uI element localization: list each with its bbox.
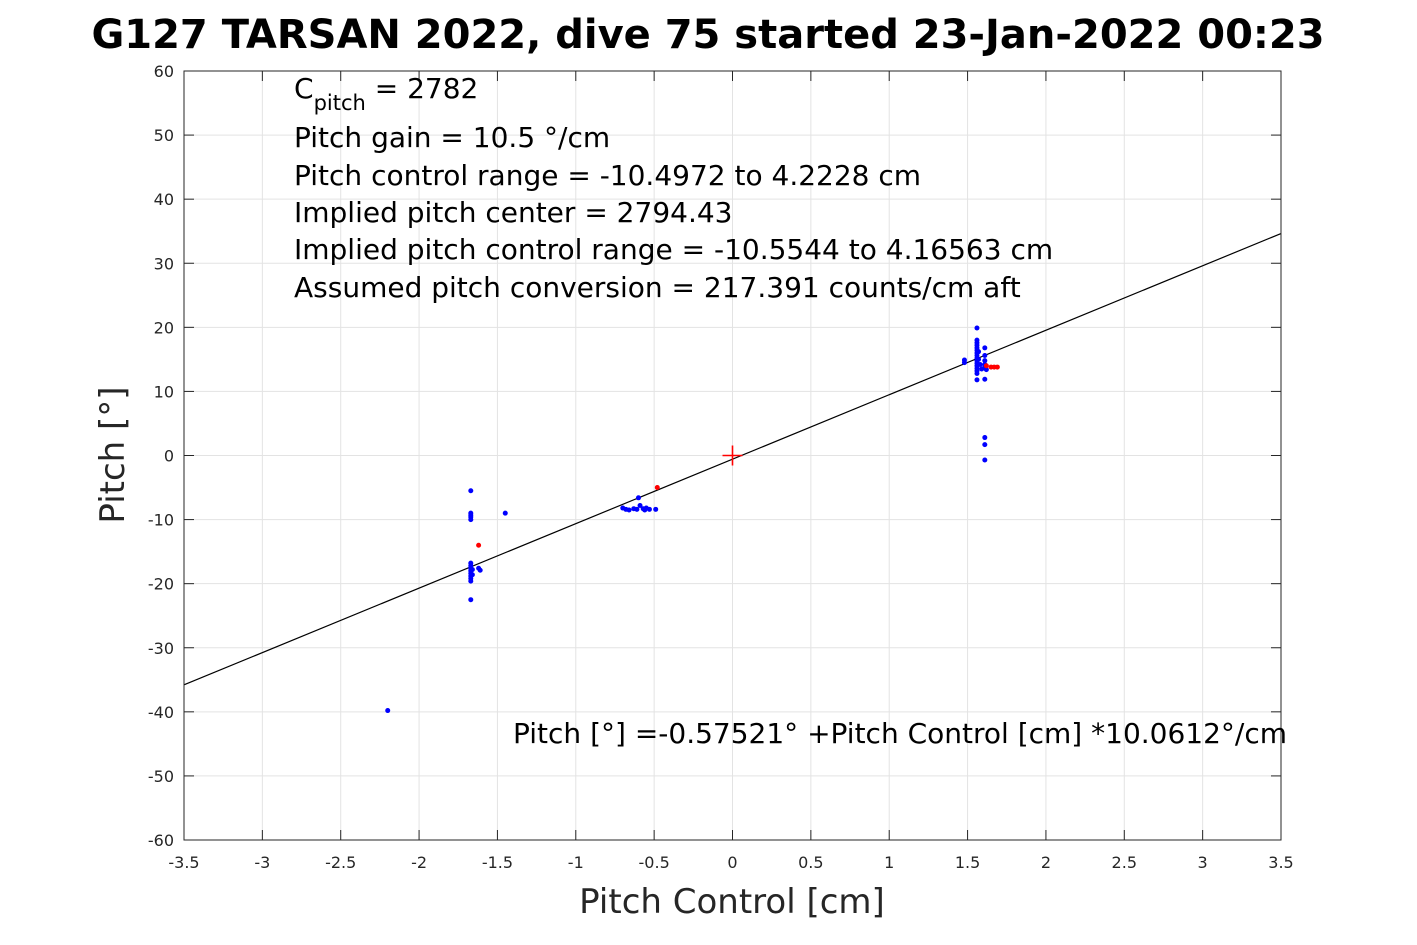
y-tick-label: 10: [154, 382, 174, 401]
data-point-blue: [637, 502, 643, 508]
data-point-blue: [982, 353, 988, 359]
pitch-gain-annotation: Pitch gain = 10.5 °/cm: [294, 121, 610, 154]
data-point-blue: [982, 376, 988, 382]
data-point-blue: [974, 337, 980, 343]
fit-equation-annotation: Pitch [°] =-0.57521° +Pitch Control [cm]…: [513, 717, 1287, 750]
x-axis-label: Pitch Control [cm]: [579, 882, 885, 922]
data-point-blue: [982, 442, 988, 448]
data-point-blue: [982, 435, 988, 441]
x-tick-label: 1.5: [955, 853, 980, 872]
data-point-blue: [976, 356, 982, 362]
c-pitch-value: = 2782: [366, 72, 479, 105]
data-point-blue: [468, 517, 474, 523]
data-point-red: [654, 485, 660, 491]
x-tick-label: 0.5: [798, 853, 823, 872]
data-point-red: [476, 542, 482, 548]
data-point-blue: [634, 506, 640, 512]
data-point-red: [994, 364, 1000, 370]
x-axis-ticks: -3.5 -3 -2.5 -2 -1.5 -1 -0.5 0 0.5 1 1.5 2 2.5 3 3.5: [168, 71, 1294, 872]
x-tick-label: 2.5: [1112, 853, 1137, 872]
y-tick-label: -20: [148, 575, 174, 594]
data-point-red: [983, 363, 989, 369]
data-point-blue: [977, 362, 983, 368]
pitch-conversion-annotation: Assumed pitch conversion = 217.391 count…: [294, 271, 1021, 304]
implied-pitch-center-annotation: Implied pitch center = 2794.43: [294, 196, 732, 229]
y-tick-label: -40: [148, 703, 174, 722]
y-tick-label: 30: [154, 254, 174, 273]
c-pitch-annotation: Cpitch = 2782: [294, 72, 478, 115]
x-tick-label: -1: [568, 853, 584, 872]
data-point-blue: [976, 349, 982, 355]
y-tick-label: 40: [154, 190, 174, 209]
x-tick-label: -3.5: [168, 853, 199, 872]
x-tick-label: 3.5: [1268, 853, 1293, 872]
y-tick-label: -60: [148, 831, 174, 850]
annotation-block: Cpitch = 2782 Pitch gain = 10.5 °/cm Pit…: [294, 72, 1287, 750]
data-point-blue: [626, 507, 632, 513]
data-point-blue: [974, 377, 980, 383]
data-point-blue: [468, 597, 474, 603]
x-tick-label: -0.5: [639, 853, 670, 872]
pitch-control-range-annotation: Pitch control range = -10.4972 to 4.2228…: [294, 159, 921, 192]
y-tick-label: -10: [148, 511, 174, 530]
chart-title: G127 TARSAN 2022, dive 75 started 23-Jan…: [91, 12, 1324, 58]
x-tick-label: 3: [1198, 853, 1208, 872]
data-point-blue: [974, 325, 980, 331]
y-tick-label: 50: [154, 126, 174, 145]
data-point-blue: [385, 708, 391, 714]
x-tick-label: -2: [411, 853, 427, 872]
data-point-blue: [469, 567, 475, 573]
x-tick-label: 1: [884, 853, 894, 872]
data-point-blue: [469, 572, 475, 578]
data-points: [385, 325, 1000, 714]
c-pitch-base: C: [294, 72, 314, 105]
x-tick-label: -1.5: [482, 853, 513, 872]
x-tick-label: 2: [1041, 853, 1051, 872]
c-pitch-subscript: pitch: [314, 91, 366, 115]
x-tick-label: -3: [254, 853, 270, 872]
data-point-blue: [982, 457, 988, 463]
data-point-blue: [502, 510, 508, 516]
data-point-blue: [646, 506, 652, 512]
y-axis-label: Pitch [°]: [93, 386, 133, 523]
data-point-blue: [982, 345, 988, 351]
y-tick-label: -30: [148, 639, 174, 658]
y-tick-label: 20: [154, 318, 174, 337]
data-point-blue: [983, 367, 989, 373]
center-marker-layer: [722, 445, 743, 466]
y-tick-label: 60: [154, 62, 174, 81]
y-axis-ticks: 60 50 40 30 20 10 0 -10 -20 -30 -40 -50 -60: [148, 62, 1281, 850]
y-tick-label: 0: [164, 447, 174, 466]
y-tick-label: -50: [148, 767, 174, 786]
implied-pitch-range-annotation: Implied pitch control range = -10.5544 t…: [294, 233, 1053, 266]
data-point-blue: [468, 578, 474, 584]
data-point-blue: [635, 495, 641, 501]
data-point-blue: [961, 357, 967, 363]
x-tick-label: -2.5: [325, 853, 356, 872]
x-tick-label: 0: [727, 853, 737, 872]
data-point-blue: [468, 488, 474, 494]
data-point-blue: [477, 567, 483, 573]
data-point-blue: [982, 358, 988, 364]
data-point-blue: [653, 506, 659, 512]
